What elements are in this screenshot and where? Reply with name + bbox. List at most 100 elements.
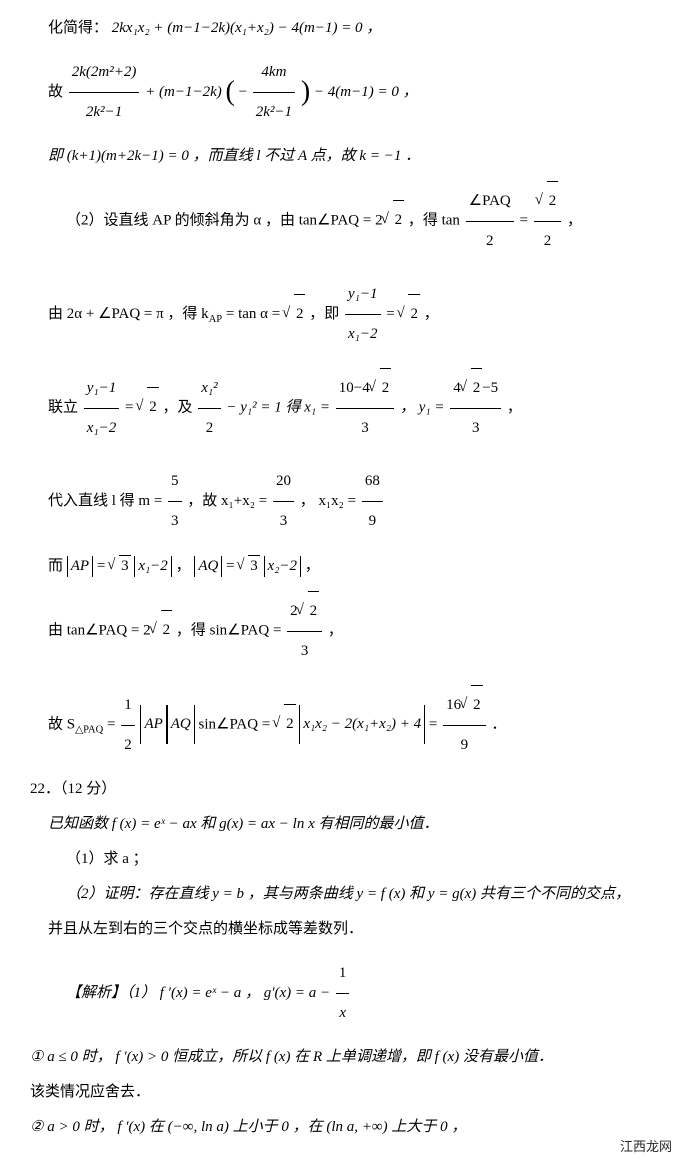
sqrt2: 2 — [383, 200, 405, 240]
abs-aq: AQ — [194, 556, 222, 577]
num: 10−42 — [336, 368, 394, 408]
frac: y₁−1 x₁−2 — [84, 369, 120, 448]
text: ， — [507, 399, 522, 415]
sqrt: 2 — [461, 685, 483, 725]
line-part2-open: （2）设直线 AP 的倾斜角为 α ，由 tan∠PAQ = 2 2 ，得 tan… — [30, 181, 650, 261]
sqrt: 2 — [274, 704, 296, 744]
expr: 2kx₁x₂ + (m−1−2k)(x₁+x₂) − 4(m−1) = 0 ， — [112, 20, 382, 36]
num: 2k(2m²+2) — [69, 53, 140, 92]
text: ，即 — [305, 306, 343, 322]
text: ， y₁ = — [400, 399, 448, 415]
num: 5 — [168, 462, 182, 501]
den: 2k²−1 — [253, 92, 295, 132]
rad: 2 — [471, 368, 483, 408]
sqrt3: 3 — [238, 555, 260, 577]
line-ap-aq: 而 AP = 3 x₁−2 ， AQ = 3 x₂−2 ， — [30, 555, 650, 577]
den: 2 — [534, 221, 562, 261]
minus: − — [239, 84, 247, 100]
text: ，得 tan — [404, 212, 460, 228]
rad: 2 — [380, 368, 392, 408]
rad: 2 — [408, 294, 420, 334]
den: 9 — [443, 725, 486, 765]
q22-part2b: 并且从左到右的三个交点的横坐标成等差数列． — [30, 919, 650, 940]
frac: 1x — [336, 954, 350, 1033]
text: + (m−1−2k) — [145, 84, 222, 100]
den: 2 — [121, 725, 135, 765]
rad: 3 — [119, 555, 131, 577]
text: ， — [176, 558, 195, 574]
sqrt: 2 — [398, 294, 420, 334]
sub-ap: AP — [209, 314, 222, 325]
text: ，得 sin∠PAQ = — [172, 622, 285, 638]
watermark: 江西龙网 — [620, 1136, 672, 1155]
text: （2）证明：存在直线 y = b ，其与两条曲线 y = f (x) 和 y =… — [66, 886, 630, 902]
text: ． — [491, 716, 506, 732]
num: 42−5 — [450, 368, 501, 408]
frac: 2 2 — [534, 181, 562, 261]
num: 2 — [534, 181, 562, 221]
solution-1: 【解析】（1） f ′(x) = eˣ − a ， g′(x) = a − 1x — [30, 954, 650, 1033]
frac: x₁² 2 — [198, 369, 220, 448]
den: 2k²−1 — [69, 92, 140, 132]
text: = tan α = — [222, 306, 284, 322]
den: 2 — [198, 408, 220, 448]
frac: 12 — [121, 686, 135, 765]
abs-x1: x₁−2 — [134, 556, 172, 577]
frac: 42−5 3 — [450, 368, 501, 448]
abs-ap2: AP — [140, 705, 166, 744]
text: ， — [567, 212, 582, 228]
text: 代入直线 l 得 m = — [48, 493, 166, 509]
rad: 2 — [547, 181, 559, 221]
abs-aq2: AQ — [167, 705, 195, 744]
line-result-k: 即 (k+1)(m+2k−1) = 0 ，而直线 l 不过 A 点，故 k = … — [30, 146, 650, 167]
text: 该类情况应舍去． — [30, 1084, 150, 1100]
text: 已知函数 f (x) = eˣ − ax 和 g(x) = ax − ln x … — [48, 816, 439, 832]
line-m-value: 代入直线 l 得 m = 53 ，故 x₁+x₂ = 203 ， x₁x₂ = … — [30, 462, 650, 541]
sub-tri: △PAQ — [75, 724, 103, 735]
text: − y₁² = 1 得 x₁ = — [226, 399, 333, 415]
frac: 689 — [362, 462, 383, 541]
q22-part2a: （2）证明：存在直线 y = b ，其与两条曲线 y = f (x) 和 y =… — [30, 884, 650, 905]
question-22: 22．（12 分） — [30, 779, 650, 800]
num: 68 — [362, 462, 383, 501]
abs-expr: x₁x₂ − 2(x₁+x₂) + 4 — [299, 705, 425, 744]
sqrt: 2 — [537, 181, 559, 221]
frac: 22 3 — [287, 591, 322, 671]
text: 联立 — [48, 399, 82, 415]
frac: 10−42 3 — [336, 368, 394, 448]
text: （2）设直线 AP 的倾斜角为 α ，由 tan∠PAQ = 2 — [66, 212, 383, 228]
text: 由 2α + ∠PAQ = π ，得 k — [48, 306, 209, 322]
text: sin∠PAQ = — [199, 716, 275, 732]
sqrt: 2 — [298, 591, 320, 631]
sqrt: 2 — [370, 368, 392, 408]
frac: y₁−1 x₁−2 — [345, 275, 381, 354]
case-2: ② a > 0 时， f ′(x) 在 (−∞, ln a) 上小于 0 ，在 … — [30, 1117, 650, 1138]
sqrt: 2 — [151, 610, 173, 650]
line-sin: 由 tan∠PAQ = 22 ，得 sin∠PAQ = 22 3 ， — [30, 591, 650, 671]
text: 故 — [48, 84, 67, 100]
num: 162 — [443, 685, 486, 725]
rad: 2 — [147, 387, 159, 427]
num: 20 — [273, 462, 294, 501]
text: ，及 — [159, 399, 197, 415]
num: 4km — [253, 53, 295, 92]
den: 3 — [450, 408, 501, 448]
den: x — [336, 993, 350, 1033]
sqrt3: 3 — [109, 555, 131, 577]
abs-x2: x₂−2 — [264, 556, 302, 577]
text: ② a > 0 时， f ′(x) 在 (−∞, ln a) 上小于 0 ，在 … — [30, 1119, 466, 1135]
eq: = — [520, 212, 532, 228]
frac: ∠PAQ 2 — [466, 182, 514, 261]
num: 1 — [336, 954, 350, 993]
text: （1）求 a ； — [66, 851, 148, 867]
text: 而 — [48, 558, 67, 574]
frac: 162 9 — [443, 685, 486, 765]
text: 22．（12 分） — [30, 781, 116, 797]
rad: 2 — [393, 200, 405, 240]
eq: = — [107, 716, 119, 732]
den: x₁−2 — [345, 314, 381, 354]
text: ① a ≤ 0 时， f ′(x) > 0 恒成立，所以 f (x) 在 R 上… — [30, 1049, 553, 1065]
den: 3 — [287, 631, 322, 671]
expr: 即 (k+1)(m+2k−1) = 0 ，而直线 l 不过 A 点，故 k = … — [48, 148, 420, 164]
text: ， x₁x₂ = — [300, 493, 360, 509]
